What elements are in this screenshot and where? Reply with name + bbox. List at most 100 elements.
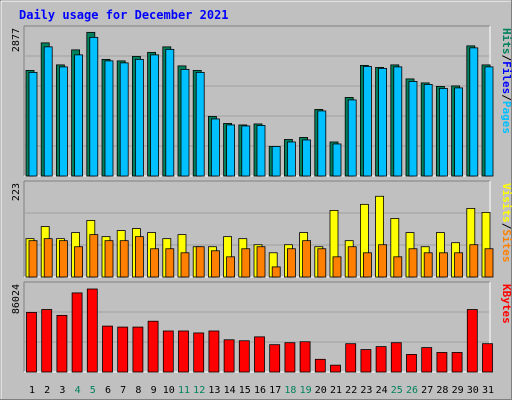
x-tick-label: 4 <box>75 385 81 396</box>
top-series-label-part: Pages <box>500 101 512 134</box>
top-bar-files <box>210 118 220 177</box>
top-series-label-part: Files <box>500 61 512 94</box>
top-bar-files <box>89 36 99 177</box>
x-tick-label: 23 <box>360 385 372 396</box>
bot-bar-kbytes <box>330 364 341 373</box>
top-bar-files <box>484 66 494 177</box>
x-tick-label: 26 <box>406 385 418 396</box>
x-tick-label: 14 <box>224 385 236 396</box>
mid-bar-sites <box>195 246 205 278</box>
mid-bar-sites <box>150 248 160 278</box>
bot-bar-kbytes <box>421 347 433 373</box>
top-bar-files <box>256 125 266 177</box>
mid-bar-sites <box>408 248 418 278</box>
x-tick-label: 9 <box>151 385 157 396</box>
x-tick-label: 11 <box>178 385 190 396</box>
x-axis-labels: 1 2 3 4 5 6 7 8 9 10 11 12 13 14 15 16 17 18 19 20 21 22 23 24 2… <box>29 385 494 396</box>
x-tick-label: 8 <box>135 385 141 396</box>
top-bar-files <box>43 46 53 177</box>
mid-bar-sites <box>119 240 129 278</box>
top-bar-files <box>378 67 388 177</box>
top-bar-files <box>28 71 38 177</box>
x-tick-label: 12 <box>193 385 205 396</box>
mid-bar-sites <box>104 240 114 278</box>
bot-bar-kbytes <box>406 354 417 373</box>
top-bar-files <box>150 54 160 177</box>
bot-series-label: KBytes <box>500 284 512 324</box>
top-bar-files <box>119 62 129 177</box>
mid-bar-sites <box>241 248 251 278</box>
bot-bar-kbytes <box>102 325 113 373</box>
x-tick-label: 13 <box>208 385 220 396</box>
bot-bar-kbytes <box>269 344 281 373</box>
bot-bar-kbytes <box>208 330 220 373</box>
x-tick-label: 17 <box>269 385 281 396</box>
top-bar-files <box>393 66 403 177</box>
chart-title: Daily usage for December 2021 <box>19 8 229 22</box>
mid-bar-sites <box>43 238 53 278</box>
top-bar-files <box>408 81 418 177</box>
top-bar-files <box>423 84 433 177</box>
x-tick-label: 25 <box>391 385 403 396</box>
bot-bar-kbytes <box>41 309 53 373</box>
x-tick-label: 7 <box>120 385 126 396</box>
top-bar-files <box>332 143 342 177</box>
top-bar-files <box>438 88 448 177</box>
top-bar-files <box>286 141 296 177</box>
mid-bar-sites <box>210 250 220 278</box>
top-bar-files <box>74 54 83 177</box>
mid-bar-sites <box>74 246 83 278</box>
bot-bar-kbytes <box>71 292 83 373</box>
mid-bar-sites <box>271 266 281 278</box>
x-tick-label: 18 <box>284 385 296 396</box>
top-bar-files <box>195 71 205 177</box>
bot-bar-kbytes <box>178 330 189 373</box>
bot-bar-kbytes <box>26 312 37 373</box>
mid-bar-sites <box>134 236 144 278</box>
top-bar-files <box>226 124 236 177</box>
bot-series-label-part: KBytes <box>500 284 512 324</box>
x-tick-label: 21 <box>330 385 342 396</box>
bot-bar-kbytes <box>132 326 144 373</box>
mid-bar-sites <box>256 246 266 278</box>
bot-ymax-label: 86024 <box>11 284 22 314</box>
bot-bar-kbytes <box>375 346 387 373</box>
top-bar-files <box>302 139 312 177</box>
x-tick-label: 5 <box>90 385 96 396</box>
mid-ymax-label: 223 <box>11 183 22 201</box>
mid-series-label: Visits/Sites <box>500 183 512 263</box>
top-panel: 2877 Hits/Files/Pages <box>11 25 512 177</box>
x-tick-label: 27 <box>421 385 433 396</box>
bot-bar-kbytes <box>482 343 493 373</box>
top-bar-files <box>59 66 68 177</box>
mid-bar-sites <box>226 256 236 278</box>
mid-series-label-part: Visits <box>500 183 512 223</box>
mid-bar-sites <box>438 252 448 278</box>
x-tick-label: 22 <box>345 385 357 396</box>
bot-bar-kbytes <box>56 314 68 373</box>
top-bar-files <box>454 87 464 177</box>
bot-bar-kbytes <box>314 358 326 373</box>
mid-bar-sites <box>484 248 494 278</box>
top-bar-files <box>180 68 190 177</box>
x-tick-label: 6 <box>105 385 111 396</box>
mid-bar-sites <box>393 256 403 278</box>
bot-bar-kbytes <box>436 352 448 373</box>
x-tick-label: 19 <box>300 385 312 396</box>
top-series-label: Hits/Files/Pages <box>500 28 512 134</box>
x-tick-label: 2 <box>44 385 50 396</box>
bot-bar-kbytes <box>254 336 265 373</box>
x-tick-label: 31 <box>482 385 494 396</box>
top-bar-files <box>104 60 114 177</box>
top-series-label-part: Hits <box>500 28 512 55</box>
bot-bar-kbytes <box>147 320 159 373</box>
mid-bar-sites <box>362 252 372 278</box>
top-series-label-part: / <box>500 94 512 101</box>
x-tick-label: 10 <box>163 385 175 396</box>
bot-bar-kbytes <box>299 341 311 373</box>
mid-bar-sites <box>332 256 342 278</box>
x-tick-label: 28 <box>436 385 448 396</box>
bot-bar-kbytes <box>193 332 205 373</box>
mid-bar-sites <box>454 252 464 278</box>
